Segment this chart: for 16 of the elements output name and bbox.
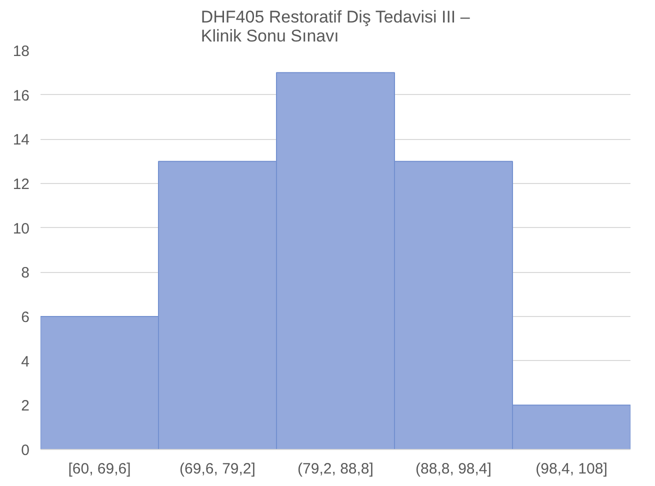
y-tick-label: 14 xyxy=(12,132,30,149)
y-tick-label: 0 xyxy=(21,442,30,459)
chart-title: DHF405 Restoratif Diş Tedavisi III – Klinik Sonu Sınavı xyxy=(200,8,470,46)
x-tick-label: (79,2, 88,8] xyxy=(298,460,374,478)
y-tick-label: 16 xyxy=(12,87,30,104)
y-tick-label: 10 xyxy=(12,220,30,238)
x-tick-label: (98,4, 108] xyxy=(536,460,608,478)
y-tick-label: 12 xyxy=(12,176,30,193)
y-tick-label: 18 xyxy=(12,43,30,60)
x-tick-label: (69,6, 79,2] xyxy=(180,460,256,478)
y-tick-label: 6 xyxy=(21,309,30,326)
y-tick-label: 8 xyxy=(21,264,30,282)
y-tick-label: 4 xyxy=(21,353,30,370)
x-tick-label: (88,8, 98,4] xyxy=(416,460,492,478)
x-tick-label: [60, 69,6] xyxy=(68,460,131,478)
y-tick-label: 2 xyxy=(21,398,30,415)
